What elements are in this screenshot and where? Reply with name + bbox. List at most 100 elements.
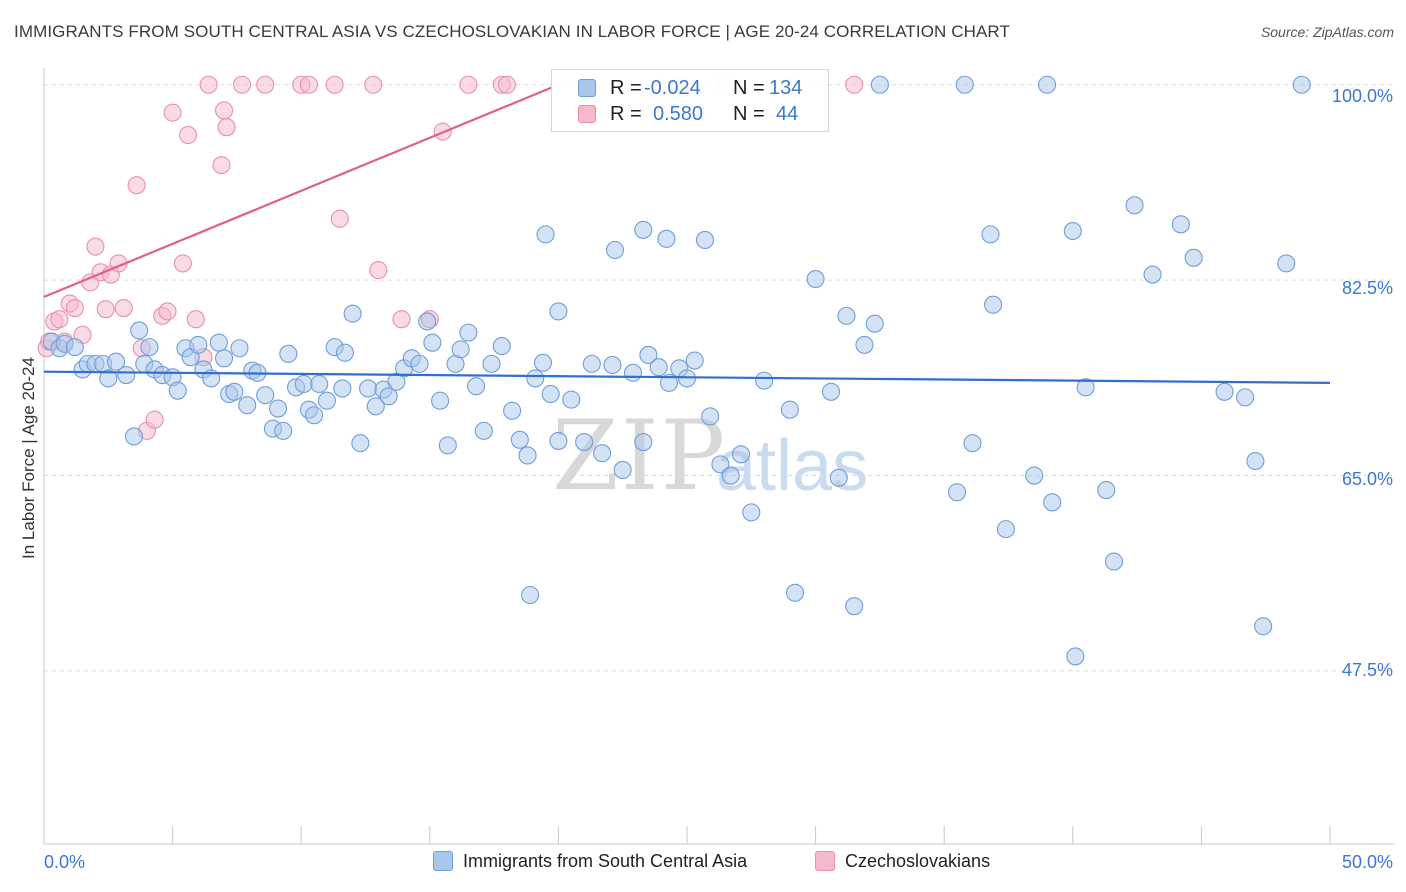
blue-point <box>410 354 429 373</box>
pink-point <box>330 209 349 228</box>
pink-point <box>145 410 164 429</box>
correlation-legend: R = -0.024 N = 134 R = 0.580 N = 44 <box>551 69 829 132</box>
blue-point <box>418 312 437 331</box>
blue-point <box>168 381 187 400</box>
blue-point <box>492 336 511 356</box>
blue-point <box>423 333 442 352</box>
blue-point <box>510 430 529 449</box>
blue-point <box>603 355 622 375</box>
pink-point <box>217 118 236 137</box>
legend-blue-r-value: -0.024 <box>644 77 701 99</box>
blue-point <box>1097 481 1116 500</box>
blue-point <box>623 363 643 382</box>
blue-point <box>634 432 653 452</box>
blue-point <box>785 583 805 602</box>
pink-point <box>158 302 177 321</box>
blue-point <box>829 468 848 487</box>
blue-point <box>701 407 720 426</box>
blue-point <box>467 377 486 396</box>
pink-point <box>256 75 275 94</box>
y-axis-label: In Labor Force | Age 20-24 <box>19 357 38 559</box>
blue-point <box>649 358 668 377</box>
blue-point <box>1215 382 1234 401</box>
blue-point <box>333 379 352 398</box>
blue-point <box>359 379 378 398</box>
blue-point <box>659 373 679 392</box>
watermark-zip: ZIP <box>552 400 728 512</box>
blue-point <box>695 230 715 249</box>
blue-point <box>482 354 501 373</box>
blue-point <box>1043 493 1062 512</box>
blue-point <box>870 75 889 94</box>
blue-point <box>1104 552 1124 571</box>
axes <box>43 68 1394 845</box>
blue-point <box>230 339 249 358</box>
blue-point <box>130 321 149 340</box>
blue-point <box>731 445 751 464</box>
blue-point <box>721 466 740 485</box>
blue-point <box>1254 617 1273 636</box>
blue-point <box>562 390 581 409</box>
pink-point <box>364 75 383 94</box>
watermark-atlas: atlas <box>716 426 869 506</box>
series-legend-blue: Immigrants from South Central Asia <box>433 851 747 872</box>
blue-point <box>549 302 568 321</box>
series-name-pink: Czechoslovakians <box>845 851 991 871</box>
legend-blue-r-label: R = <box>610 77 642 99</box>
blue-point <box>963 434 982 453</box>
source-credit: Source: ZipAtlas.com <box>1260 24 1394 40</box>
pink-point <box>392 310 411 329</box>
blue-point <box>106 352 126 371</box>
x-tick-label-max: 50.0% <box>1341 852 1393 872</box>
series-name-blue: Immigrants from South Central Asia <box>463 851 748 871</box>
blue-point <box>948 483 967 502</box>
pink-point <box>127 176 146 195</box>
blue-point <box>124 427 144 446</box>
blue-trend-line <box>43 370 1331 384</box>
blue-point <box>593 444 612 463</box>
legend-blue-n-value: 134 <box>769 77 803 99</box>
blue-point <box>855 335 874 354</box>
legend-pink-r-label: R = <box>610 103 642 125</box>
pink-point <box>299 75 318 94</box>
y-tick-label-100: 100.0% <box>1331 86 1393 106</box>
pink-series-swatch-icon <box>815 851 835 871</box>
blue-point <box>536 225 555 244</box>
blue-point <box>387 372 406 391</box>
blue-point <box>1038 75 1057 94</box>
blue-point <box>99 369 118 388</box>
pink-point <box>178 125 198 145</box>
pink-point <box>186 310 205 329</box>
blue-point <box>657 229 676 248</box>
blue-point <box>711 455 730 474</box>
blue-point <box>837 306 856 325</box>
pink-point <box>369 261 388 280</box>
pink-point <box>173 254 192 273</box>
blue-point <box>1063 221 1082 241</box>
blue-point <box>518 446 537 465</box>
blue-point <box>140 338 159 357</box>
blue-point <box>1184 248 1203 267</box>
blue-series-swatch-icon <box>433 851 453 871</box>
blue-point <box>274 421 293 440</box>
blue-point <box>685 351 704 370</box>
blue-point <box>343 304 362 323</box>
blue-swatch-icon <box>578 79 596 97</box>
blue-point <box>1143 265 1162 284</box>
blue-point <box>214 349 234 368</box>
y-tick-label-82-5: 82.5% <box>1341 278 1393 298</box>
blue-point <box>821 382 841 401</box>
trend-lines <box>43 83 1331 384</box>
series-legend-pink: Czechoslovakians <box>815 851 990 872</box>
pink-point <box>214 101 234 120</box>
blue-point <box>582 354 601 373</box>
blue-point <box>865 314 884 333</box>
blue-point <box>305 406 324 425</box>
blue-point <box>1066 647 1085 666</box>
blue-point <box>351 434 370 453</box>
blue-point <box>451 340 470 359</box>
blue-point <box>65 338 84 357</box>
pink-point <box>845 75 864 94</box>
blue-point <box>225 382 244 401</box>
